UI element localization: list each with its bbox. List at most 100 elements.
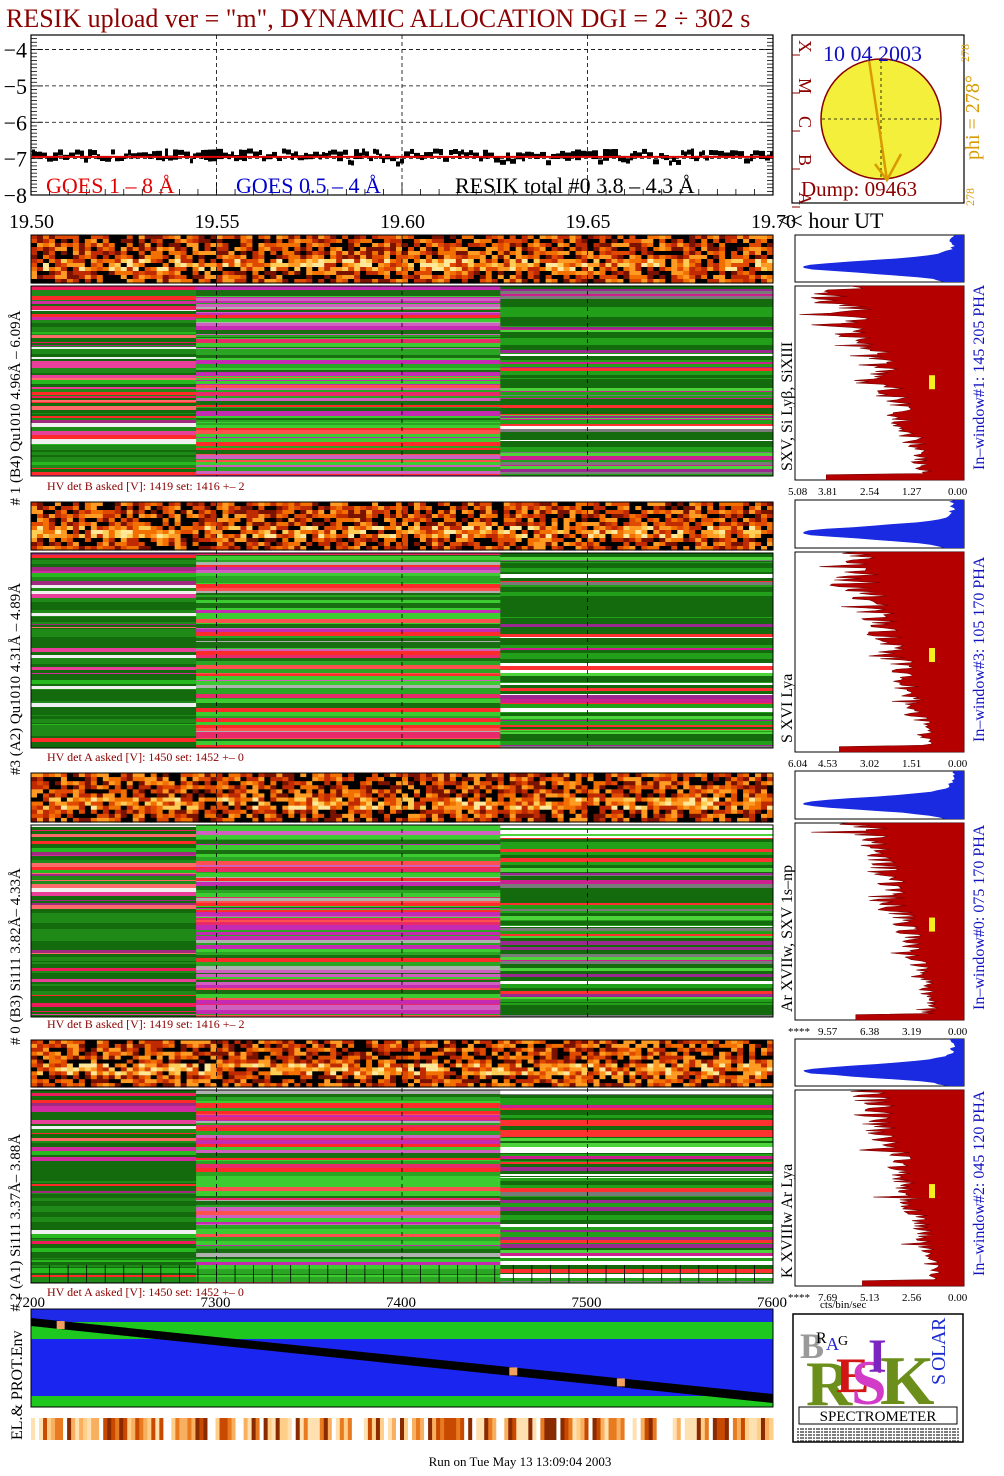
heat-cell (60, 777, 68, 782)
heat-cell (473, 275, 481, 280)
heat-cell (372, 538, 379, 543)
heat-cell (90, 789, 98, 795)
heat-cell (258, 546, 265, 551)
heat-cell (318, 773, 325, 778)
heat-cell (467, 263, 475, 268)
heat-cell (761, 239, 768, 244)
heat-cell (114, 546, 122, 551)
spectrum-stripe (500, 679, 774, 682)
heat-cell (72, 805, 80, 811)
heat-cell (479, 546, 487, 551)
heat-cell (671, 247, 678, 252)
heat-cell (419, 514, 427, 519)
heat-cell (713, 805, 720, 811)
heat-cell (372, 259, 379, 264)
heat-cell (42, 805, 50, 811)
spectrum-stripe (196, 619, 501, 623)
heat-cell (497, 781, 505, 786)
heat-cell (587, 275, 595, 280)
heat-cell (749, 526, 756, 531)
heat-cell (725, 251, 732, 256)
heat-cell (527, 805, 535, 811)
heat-cell (31, 797, 38, 803)
heat-cell (509, 514, 517, 519)
spectrum-stripe (31, 457, 197, 460)
heat-cell (461, 235, 469, 240)
heat-cell (222, 781, 230, 786)
heat-cell (156, 793, 164, 799)
heat-cell (551, 235, 559, 240)
heat-cell (228, 546, 236, 551)
heat-cell (491, 785, 499, 790)
heat-cell (659, 263, 666, 268)
heat-cell (300, 801, 307, 807)
heat-cell (473, 239, 481, 244)
heat-cell (222, 255, 230, 260)
heat-cell (677, 793, 684, 799)
heat-cell (210, 793, 218, 799)
spectrum-stripe (31, 571, 197, 573)
heat-cell (186, 797, 194, 803)
heat-cell (312, 275, 319, 280)
heat-cell (563, 271, 571, 276)
heat-cell (240, 805, 248, 811)
heat-cell (593, 542, 601, 547)
heat-cell (222, 506, 230, 511)
heat-cell (503, 502, 511, 507)
resik-total-bin (525, 151, 531, 157)
heat-cell (150, 777, 158, 782)
heat-cell (527, 530, 535, 535)
heat-cell (575, 805, 583, 811)
spectrum-stripe (31, 723, 197, 724)
spectrum-stripe (500, 716, 774, 719)
heat-cell (174, 805, 182, 811)
heat-cell (527, 510, 535, 515)
heat-cell (138, 526, 146, 531)
heat-cell (719, 267, 726, 272)
heat-cell (258, 275, 265, 280)
heat-cell (509, 255, 517, 260)
heat-cell (162, 534, 170, 539)
heat-cell (683, 239, 690, 244)
resik-total-bin (647, 152, 653, 158)
heat-cell (527, 546, 535, 551)
heat-cell (467, 267, 475, 272)
heat-cell (587, 781, 595, 786)
spectrum-stripe (31, 369, 197, 373)
spectrum-stripe (31, 352, 197, 354)
heat-cell (611, 773, 619, 778)
heat-cell (533, 797, 541, 803)
heat-cell (719, 530, 726, 535)
heat-cell (485, 243, 493, 248)
heat-cell (120, 502, 128, 507)
heat-cell (425, 773, 433, 778)
heat-cell (198, 777, 206, 782)
heat-cell (497, 514, 505, 519)
heat-cell (222, 279, 230, 284)
heat-cell (162, 502, 170, 507)
heat-cell (282, 773, 289, 778)
heat-cell (90, 773, 98, 778)
heat-cell (342, 271, 349, 276)
heat-cell (84, 542, 92, 547)
heat-cell (234, 793, 242, 799)
heat-cell (641, 801, 648, 807)
heat-cell (228, 542, 236, 547)
heat-cell (378, 263, 385, 268)
heat-cell (665, 514, 672, 519)
spectrum-stripe (196, 471, 501, 474)
spectrum-stripe (196, 567, 501, 570)
heat-cell (306, 773, 313, 778)
spectrum-stripe (31, 294, 197, 296)
heat-cell (90, 522, 98, 527)
heat-cell (36, 514, 44, 519)
heat-cell (174, 777, 182, 782)
heat-cell (102, 271, 110, 276)
heat-cell (527, 267, 535, 272)
heat-cell (222, 801, 230, 807)
heat-cell (509, 510, 517, 515)
heat-cell (342, 275, 349, 280)
heat-cell (264, 275, 271, 280)
heat-cell (306, 506, 313, 511)
heat-cell (623, 502, 630, 507)
